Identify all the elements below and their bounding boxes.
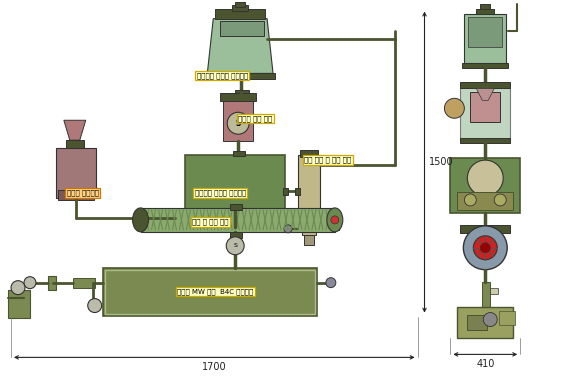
- Bar: [458, 307, 513, 338]
- Bar: [235, 2, 245, 7]
- Bar: [283, 188, 288, 195]
- Text: 붕산함유 폐기물 혼합장치: 붕산함유 폐기물 혼합장치: [197, 72, 248, 79]
- Bar: [467, 314, 487, 330]
- Bar: [461, 88, 510, 140]
- Bar: [468, 17, 502, 46]
- Circle shape: [467, 160, 503, 196]
- Bar: [233, 151, 245, 156]
- Bar: [235, 90, 249, 94]
- Bar: [298, 155, 320, 217]
- Bar: [499, 311, 515, 324]
- Circle shape: [227, 112, 249, 134]
- Bar: [215, 9, 265, 19]
- Bar: [220, 21, 264, 36]
- Polygon shape: [207, 19, 273, 73]
- Bar: [73, 278, 95, 288]
- Bar: [104, 270, 315, 313]
- Text: 불순물 제거 장치: 불순물 제거 장치: [238, 115, 272, 122]
- Bar: [451, 158, 520, 213]
- Bar: [480, 4, 490, 9]
- Circle shape: [463, 226, 507, 270]
- Bar: [8, 290, 30, 318]
- Circle shape: [24, 277, 36, 289]
- Bar: [300, 150, 318, 157]
- Text: S: S: [235, 119, 241, 128]
- Polygon shape: [64, 120, 86, 140]
- Bar: [186, 155, 285, 227]
- Circle shape: [473, 236, 497, 260]
- Circle shape: [226, 237, 244, 255]
- Bar: [465, 14, 506, 64]
- Bar: [103, 268, 317, 316]
- Circle shape: [331, 216, 339, 224]
- Bar: [333, 210, 339, 230]
- Circle shape: [444, 98, 465, 118]
- Bar: [230, 204, 242, 210]
- Text: 410: 410: [476, 359, 495, 369]
- Bar: [483, 282, 490, 307]
- Bar: [223, 101, 253, 141]
- Bar: [470, 92, 500, 122]
- Bar: [66, 140, 84, 148]
- Text: 붕산함유 폐기물 건조장치: 붕산함유 폐기물 건조장치: [195, 190, 246, 196]
- Bar: [56, 148, 96, 198]
- Ellipse shape: [133, 208, 148, 232]
- Bar: [304, 235, 314, 245]
- Bar: [490, 288, 498, 294]
- Text: S: S: [233, 243, 237, 248]
- Text: 수분 포집 및 순환 장치: 수분 포집 및 순환 장치: [304, 157, 351, 163]
- Bar: [58, 190, 94, 200]
- Circle shape: [494, 194, 506, 206]
- Circle shape: [284, 225, 292, 233]
- Circle shape: [483, 313, 497, 327]
- Ellipse shape: [327, 208, 343, 232]
- Bar: [143, 206, 154, 234]
- Bar: [232, 5, 248, 11]
- Text: 고출력 MW 활용  B4C 합성장치: 고출력 MW 활용 B4C 합성장치: [177, 288, 253, 295]
- Circle shape: [326, 278, 336, 288]
- Polygon shape: [476, 88, 494, 100]
- Text: 1700: 1700: [202, 363, 227, 372]
- Bar: [461, 138, 510, 143]
- Bar: [48, 276, 56, 290]
- Bar: [458, 192, 513, 210]
- Bar: [207, 73, 275, 79]
- Circle shape: [88, 299, 102, 313]
- Circle shape: [480, 243, 490, 253]
- Bar: [230, 232, 242, 238]
- Bar: [302, 217, 316, 235]
- Bar: [220, 93, 256, 101]
- Circle shape: [465, 194, 476, 206]
- Bar: [136, 210, 143, 230]
- Circle shape: [11, 280, 25, 294]
- Text: 활성탄 분쇄장치: 활성탄 분쇄장치: [67, 190, 99, 196]
- Bar: [295, 188, 300, 195]
- Bar: [462, 64, 508, 68]
- Text: 1500: 1500: [429, 157, 453, 167]
- Bar: [461, 225, 510, 233]
- Bar: [461, 82, 510, 88]
- Bar: [476, 9, 494, 14]
- Text: 혼합 및 이송 장치: 혼합 및 이송 장치: [192, 218, 229, 225]
- Bar: [140, 208, 335, 232]
